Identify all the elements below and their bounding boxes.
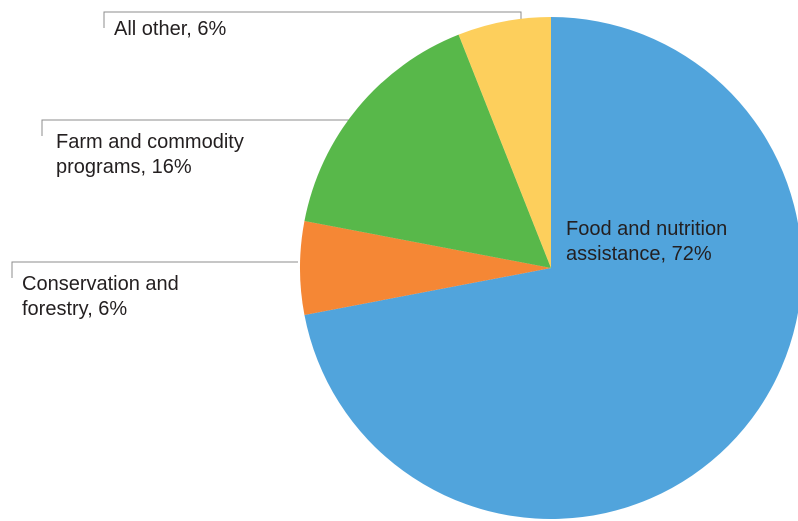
pie-slice-all-other [458,17,551,268]
leader-line-farm [41,119,352,136]
slice-label-line: Farm and commodity [56,131,244,153]
pie-slices [300,17,798,519]
slice-label-line: forestry, 6% [22,298,128,320]
slice-label-line: programs, 16% [56,156,192,178]
pie-slice-conservation-and-forestry [300,220,551,316]
slice-label-line: All other, 6% [114,18,227,40]
slice-label-food-and-nutrition: Food and nutrition assistance, 72% [566,217,727,267]
slice-label-line: Food and nutrition [566,218,728,240]
pie-slice-food-and-nutrition [304,17,798,519]
leader-line-conservation [11,261,298,278]
slice-label-farm-and-commodity: Farm and commodity programs, 16% [56,130,244,180]
slice-label-line: Conservation and [22,273,179,295]
pie-slice-farm-and-commodity [304,34,551,268]
slice-label-all-other: All other, 6% [114,17,226,42]
slice-label-line: assistance, 72% [566,243,712,265]
slice-label-conservation-and-forestry: Conservation and forestry, 6% [22,272,179,322]
